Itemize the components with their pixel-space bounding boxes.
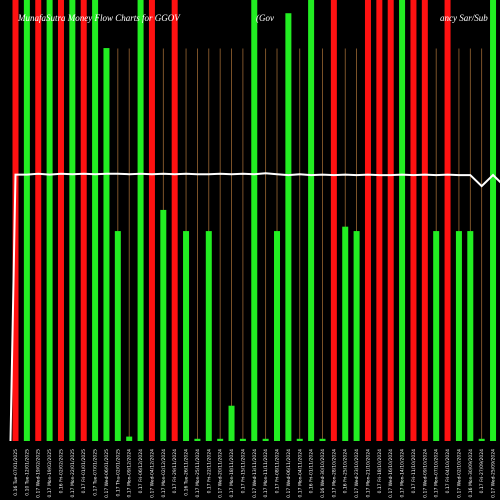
volume-bar: [399, 0, 406, 441]
x-tick-label: 0.17 Fri-01/01/2025: [81, 449, 87, 494]
volume-bar: [35, 0, 42, 441]
volume-bar: [205, 231, 212, 441]
x-tick-label: 0.17 Mon-07/10/2024: [434, 449, 440, 498]
volume-bar: [148, 0, 155, 441]
volume-bar: [103, 48, 110, 441]
volume-bar: [410, 0, 417, 441]
volume-bar: [217, 438, 224, 441]
volume-bar: [330, 0, 337, 441]
x-tick-label: 0.17 Wed-09/10/2024: [422, 449, 428, 498]
x-tick-label: 0.17 Wed-19/02/2025: [36, 449, 42, 498]
x-tick-label: 0.17 Wed-06/11/2024: [286, 449, 292, 498]
x-tick-label: 0.16 Tue-26/11/2024: [184, 449, 190, 496]
x-tick-label: 0.17 Mon-11/11/2024: [263, 449, 269, 498]
volume-bar: [160, 209, 167, 441]
x-axis-labels: 0.16 Tue-07/01/2025 0.10 Tue-12/01/2025 0.…: [13, 449, 497, 498]
x-tick-label: 0.17 Mon-14/10/2024: [400, 449, 406, 498]
x-tick-label: 0.10 Tue-12/01/2025: [24, 449, 30, 496]
x-tick-label: 0.17 Mon-04/11/2024: [297, 449, 303, 498]
x-tick-label: 0.17 Wed-04/12/2024: [149, 449, 155, 498]
volume-bar: [433, 231, 440, 441]
volume-bar: [342, 226, 349, 441]
x-tick-label: 0.17 Fri-08/11/2024: [275, 449, 281, 494]
volume-bar: [421, 0, 428, 441]
x-tick-label: 0.17 Wed-16/10/2024: [388, 449, 394, 498]
x-tick-label: 0.17 Wed-06/01/2025: [104, 449, 110, 498]
chart-subtitle-right: ancy Sar/Sub: [440, 13, 488, 23]
volume-bar: [353, 231, 360, 441]
x-tick-label: 0.17 Mon-19/02/2025: [47, 449, 53, 498]
bar-layer: [12, 0, 497, 441]
x-tick-label: 0.17 Mon-18/11/2024: [229, 449, 235, 498]
volume-bar: [251, 0, 258, 441]
x-tick-label: 0.17 Fri-27/09/2024: [479, 449, 485, 494]
x-tick-label: 0.17 Fri-15/11/2024: [240, 449, 246, 494]
x-tick-label: 0.17 Wed-23/10/2024: [354, 449, 360, 498]
x-tick-label: 0.16 Fri-02/02/2025: [58, 449, 64, 494]
volume-bar: [80, 0, 87, 441]
volume-bar: [46, 0, 53, 441]
volume-bar: [57, 0, 64, 441]
volume-bar: [478, 438, 485, 441]
volume-bar: [308, 0, 315, 441]
volume-bar: [467, 231, 474, 441]
x-tick-label: 0.17 Fri-06/12/2024: [138, 449, 144, 494]
volume-bar: [387, 0, 394, 441]
volume-bar: [183, 231, 190, 441]
x-tick-label: 0.16 Fri-25/10/2024: [343, 449, 349, 494]
x-tick-label: 0.17 Mon-25/11/2024: [195, 449, 201, 498]
x-tick-label: 0.17 Wed-25/09/2024: [491, 449, 497, 498]
x-tick-label: 0.16 Wed-30/10/2024: [320, 449, 326, 498]
x-tick-label: 0.17 Fri-18/10/2024: [377, 449, 383, 494]
volume-bar: [364, 0, 371, 441]
volume-bar: [126, 436, 133, 441]
volume-bar: [319, 438, 326, 441]
x-tick-label: 0.17 Fri-29/11/2024: [172, 449, 178, 494]
volume-bar: [376, 0, 383, 441]
volume-bar: [296, 438, 303, 441]
x-tick-label: 0.17 Wed-13/11/2024: [252, 449, 258, 498]
x-tick-label: 0.16 Fri-01/11/2024: [309, 449, 315, 494]
volume-bar: [92, 0, 99, 441]
volume-bar: [194, 438, 201, 441]
x-tick-label: 0.16 Tue-07/01/2025: [13, 449, 19, 496]
x-tick-label: 0.17 Wed-02/10/2024: [456, 449, 462, 498]
volume-bar: [114, 231, 121, 441]
volume-bar: [228, 405, 235, 441]
chart-title: MunafaSutra Money Flow Charts for GGOV: [17, 13, 181, 23]
x-tick-label: 0.16 Mon-30/09/2024: [468, 449, 474, 498]
x-tick-label: 0.17 Mon-09/12/2024: [127, 449, 133, 498]
money-flow-line: [9, 172, 500, 442]
volume-bar: [274, 231, 281, 441]
x-tick-label: 0.17 Mon-22/01/2025: [70, 449, 76, 498]
x-tick-label: 0.17 Fri-22/11/2024: [206, 449, 212, 494]
x-tick-label: 0.17 Mon-28/10/2024: [331, 449, 337, 498]
x-tick-label: 0.17 Fri-11/10/2024: [411, 449, 417, 494]
x-tick-label: 0.17 Mon-21/10/2024: [365, 449, 371, 498]
x-tick-label: 0.17 Mon-02/12/2024: [161, 449, 167, 498]
volume-bar: [239, 438, 246, 441]
volume-bar: [285, 13, 292, 441]
volume-bar: [262, 438, 269, 441]
volume-bar: [455, 231, 462, 441]
volume-bar: [23, 0, 30, 441]
volume-bar: [444, 0, 451, 441]
volume-bar: [69, 0, 76, 441]
volume-bar: [137, 0, 144, 441]
x-tick-label: 0.17 Wed-20/11/2024: [218, 449, 224, 498]
volume-bar: [171, 0, 178, 441]
chart-subtitle: (Gov: [256, 13, 274, 23]
volume-bar: [490, 0, 497, 441]
x-tick-label: 0.17 Thu-02/01/2025: [115, 449, 121, 497]
x-tick-label: 0.17 Tue-07/01/2025: [93, 449, 99, 496]
x-tick-label: 0.17 Fri-04/10/2024: [445, 449, 451, 494]
